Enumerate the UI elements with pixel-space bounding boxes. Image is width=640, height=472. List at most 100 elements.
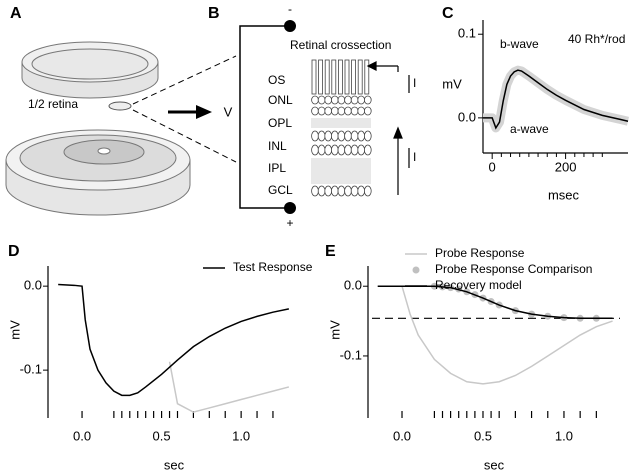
x-tick-label: 0.0 <box>393 428 411 443</box>
cell <box>363 95 372 105</box>
cell <box>357 185 366 197</box>
dish-top <box>21 41 159 99</box>
current-label: I <box>413 76 416 90</box>
diagram-title: Retinal crossection <box>290 38 391 52</box>
cell <box>337 95 346 105</box>
x-axis-label: sec <box>484 457 505 472</box>
x-tick-label: 1.0 <box>555 428 573 443</box>
x-tick-label: 0 <box>489 159 496 174</box>
electrode <box>284 202 296 214</box>
cell <box>363 106 372 116</box>
cell <box>324 185 333 197</box>
rod-outer-segment <box>324 59 330 95</box>
layer-label: OPL <box>268 116 292 130</box>
cell <box>317 185 326 197</box>
legend-label: Test Response <box>233 260 313 274</box>
cell <box>317 106 326 116</box>
y-tick-label: 0.0 <box>24 278 42 293</box>
y-axis-label: mV <box>327 320 342 340</box>
x-tick-label: 0.5 <box>153 428 171 443</box>
cell <box>311 144 319 156</box>
cell <box>357 144 366 156</box>
cell <box>311 106 319 116</box>
cell <box>311 130 319 142</box>
cell <box>324 95 333 105</box>
cell <box>330 106 339 116</box>
circuit <box>239 25 290 209</box>
minus: - <box>288 2 292 16</box>
layer-label: IPL <box>268 161 286 175</box>
cell <box>330 144 339 156</box>
cell <box>344 95 352 105</box>
cell <box>337 144 346 156</box>
layer-label: ONL <box>268 93 293 107</box>
panel-letter: E <box>325 243 336 260</box>
error-band <box>483 65 629 133</box>
rod-outer-segment <box>357 59 363 95</box>
x-tick-label: 200 <box>555 159 577 174</box>
cell <box>311 185 319 197</box>
current-arrows <box>366 61 410 195</box>
rod-outer-segment <box>331 59 337 95</box>
panel-letter: A <box>10 5 22 22</box>
panel-letter: C <box>442 5 454 22</box>
cell <box>350 95 359 105</box>
data-line <box>377 285 613 320</box>
annotation: 40 Rh*/rod <box>568 32 625 46</box>
cell <box>357 106 366 116</box>
panel-letter: D <box>8 243 20 260</box>
rod-outer-segment <box>364 59 370 95</box>
cell <box>324 144 333 156</box>
rod-outer-segment <box>337 59 343 95</box>
cell <box>357 95 366 105</box>
cell <box>317 95 326 105</box>
plexiform <box>311 158 371 184</box>
cell <box>357 130 366 142</box>
layer-label: OS <box>268 73 285 87</box>
x-axis-label: sec <box>164 457 185 472</box>
cell <box>344 144 352 156</box>
data-line <box>377 285 613 385</box>
data-line <box>168 361 290 413</box>
cell <box>344 106 352 116</box>
current-label: I <box>413 150 416 164</box>
x-tick-label: 0.0 <box>73 428 91 443</box>
cell <box>330 130 339 142</box>
cell <box>324 130 333 142</box>
cell <box>317 144 326 156</box>
legend-label: Probe Response <box>435 246 525 260</box>
rod-outer-segment <box>351 59 357 95</box>
cell <box>350 144 359 156</box>
y-axis-label: mV <box>7 320 22 340</box>
cell <box>324 106 333 116</box>
y-tick-label: 0.0 <box>344 278 362 293</box>
legend-label: Probe Response Comparison <box>435 262 592 276</box>
zoom-lines <box>132 55 237 163</box>
cell <box>363 185 372 197</box>
data-line <box>58 283 290 397</box>
arrow <box>168 105 212 119</box>
legend-label: Recovery model <box>435 278 522 292</box>
layer-label: INL <box>268 139 287 153</box>
rod-outer-segment <box>318 59 324 95</box>
cell <box>337 185 346 197</box>
data-line <box>483 69 629 130</box>
x-axis-label: msec <box>548 187 580 202</box>
x-tick-label: 1.0 <box>232 428 250 443</box>
annotation: a-wave <box>510 122 549 136</box>
retina-label: 1/2 retina <box>28 97 78 111</box>
cell <box>330 95 339 105</box>
cell <box>350 130 359 142</box>
y-tick-label: 0.1 <box>458 26 476 41</box>
plus: + <box>286 216 293 230</box>
cell <box>363 144 372 156</box>
cell <box>337 130 346 142</box>
cell <box>330 185 339 197</box>
cell <box>344 130 352 142</box>
cell <box>311 95 319 105</box>
panel-letter: B <box>208 5 220 22</box>
annotation: b-wave <box>500 37 539 51</box>
cell <box>344 185 352 197</box>
electrode <box>284 20 296 32</box>
